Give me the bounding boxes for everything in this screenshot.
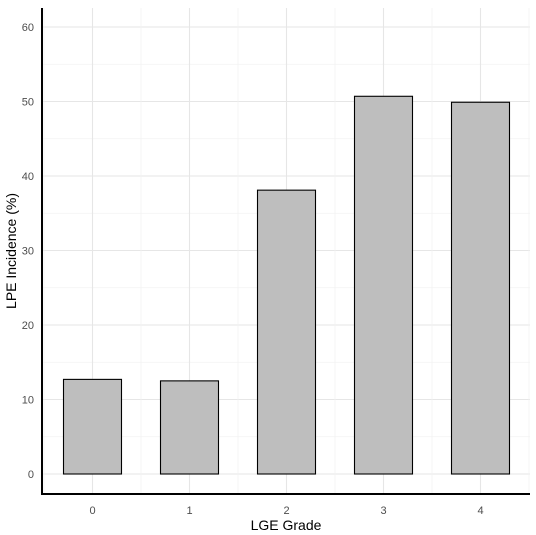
y-tick-label: 50 <box>22 97 34 109</box>
y-tick-label: 20 <box>22 320 34 332</box>
x-tick-label: 1 <box>186 505 192 517</box>
x-tick-label: 2 <box>283 505 289 517</box>
bars <box>62 95 511 475</box>
y-tick-label: 10 <box>22 395 34 407</box>
x-tick-label: 3 <box>380 505 386 517</box>
bar-3 <box>353 95 414 475</box>
x-tick-label: 0 <box>89 505 95 517</box>
bar-2 <box>256 189 317 475</box>
y-tick-labels: 0 10 20 30 40 50 60 <box>22 22 34 481</box>
y-axis-title: LPE Incidence (%) <box>3 193 19 309</box>
y-tick-label: 0 <box>28 469 34 481</box>
y-tick-label: 40 <box>22 171 34 183</box>
bar-4 <box>450 101 511 475</box>
y-tick-label: 30 <box>22 246 34 258</box>
x-tick-label: 4 <box>477 505 483 517</box>
bar-0 <box>62 378 123 475</box>
bar-1 <box>159 380 220 475</box>
x-tick-labels: 0 1 2 3 4 <box>89 505 483 517</box>
x-axis-title: LGE Grade <box>251 517 322 533</box>
y-tick-label: 60 <box>22 22 34 34</box>
